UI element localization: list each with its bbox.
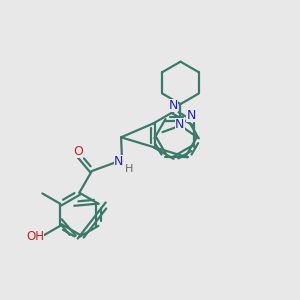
- Text: OH: OH: [26, 230, 44, 243]
- Text: O: O: [73, 145, 83, 158]
- Text: N: N: [113, 155, 123, 168]
- Text: H: H: [125, 164, 133, 174]
- Text: N: N: [175, 118, 184, 130]
- Text: N: N: [186, 109, 196, 122]
- Text: N: N: [169, 99, 178, 112]
